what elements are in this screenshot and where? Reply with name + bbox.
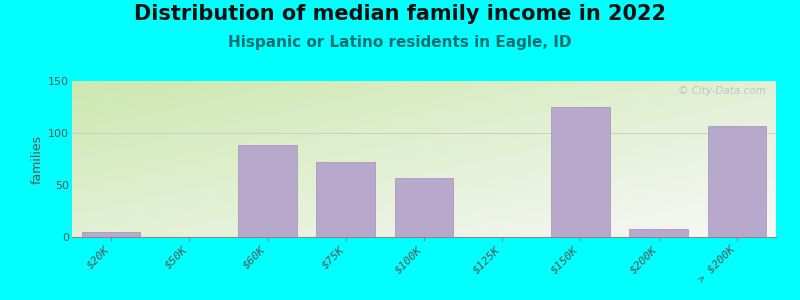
Bar [238, 146, 297, 237]
Bar [317, 162, 375, 237]
Bar [551, 107, 610, 237]
Y-axis label: families: families [31, 134, 44, 184]
Bar [82, 232, 141, 237]
Bar [394, 178, 454, 237]
Text: Hispanic or Latino residents in Eagle, ID: Hispanic or Latino residents in Eagle, I… [228, 34, 572, 50]
Text: Distribution of median family income in 2022: Distribution of median family income in … [134, 4, 666, 25]
Bar [707, 126, 766, 237]
Bar [630, 229, 688, 237]
Text: © City-Data.com: © City-Data.com [678, 86, 766, 96]
